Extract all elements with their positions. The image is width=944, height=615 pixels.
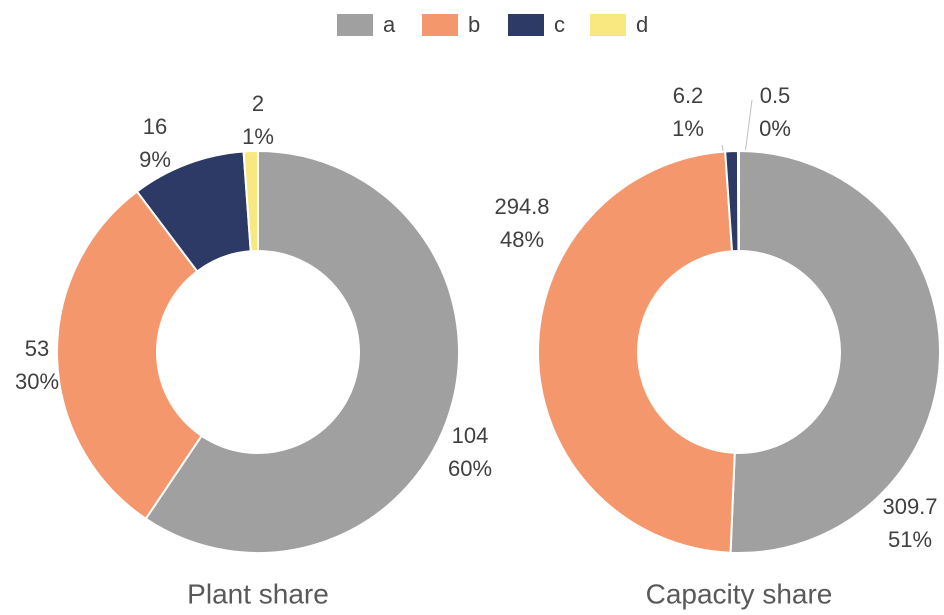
slice — [729, 149, 942, 554]
percent-label: 51% — [888, 527, 932, 552]
value-label: 6.2 — [673, 83, 704, 108]
chart-title: Plant share — [187, 578, 329, 609]
legend-label: c — [554, 12, 565, 37]
legend-label: d — [636, 12, 648, 37]
legend-swatch — [508, 14, 544, 36]
legend-swatch — [422, 14, 458, 36]
value-label: 0.5 — [760, 83, 791, 108]
legend-label: b — [468, 12, 480, 37]
slice — [242, 149, 259, 253]
value-label: 309.7 — [882, 494, 937, 519]
percent-label: 9% — [139, 147, 171, 172]
legend-swatch — [590, 14, 626, 36]
slice — [144, 149, 460, 554]
value-label: 294.8 — [494, 194, 549, 219]
legend-swatch — [337, 14, 373, 36]
slice — [736, 149, 740, 253]
percent-label: 1% — [242, 124, 274, 149]
value-label: 104 — [452, 423, 489, 448]
value-label: 16 — [143, 114, 167, 139]
percent-label: 48% — [500, 227, 544, 252]
percent-label: 1% — [672, 116, 704, 141]
chart-title: Capacity share — [646, 578, 833, 609]
percent-label: 0% — [759, 116, 791, 141]
percent-label: 30% — [15, 369, 59, 394]
percent-label: 60% — [448, 456, 492, 481]
legend-label: a — [383, 12, 396, 37]
slice — [56, 190, 203, 521]
slice — [537, 150, 736, 554]
value-label: 53 — [25, 336, 49, 361]
value-label: 2 — [252, 91, 264, 116]
